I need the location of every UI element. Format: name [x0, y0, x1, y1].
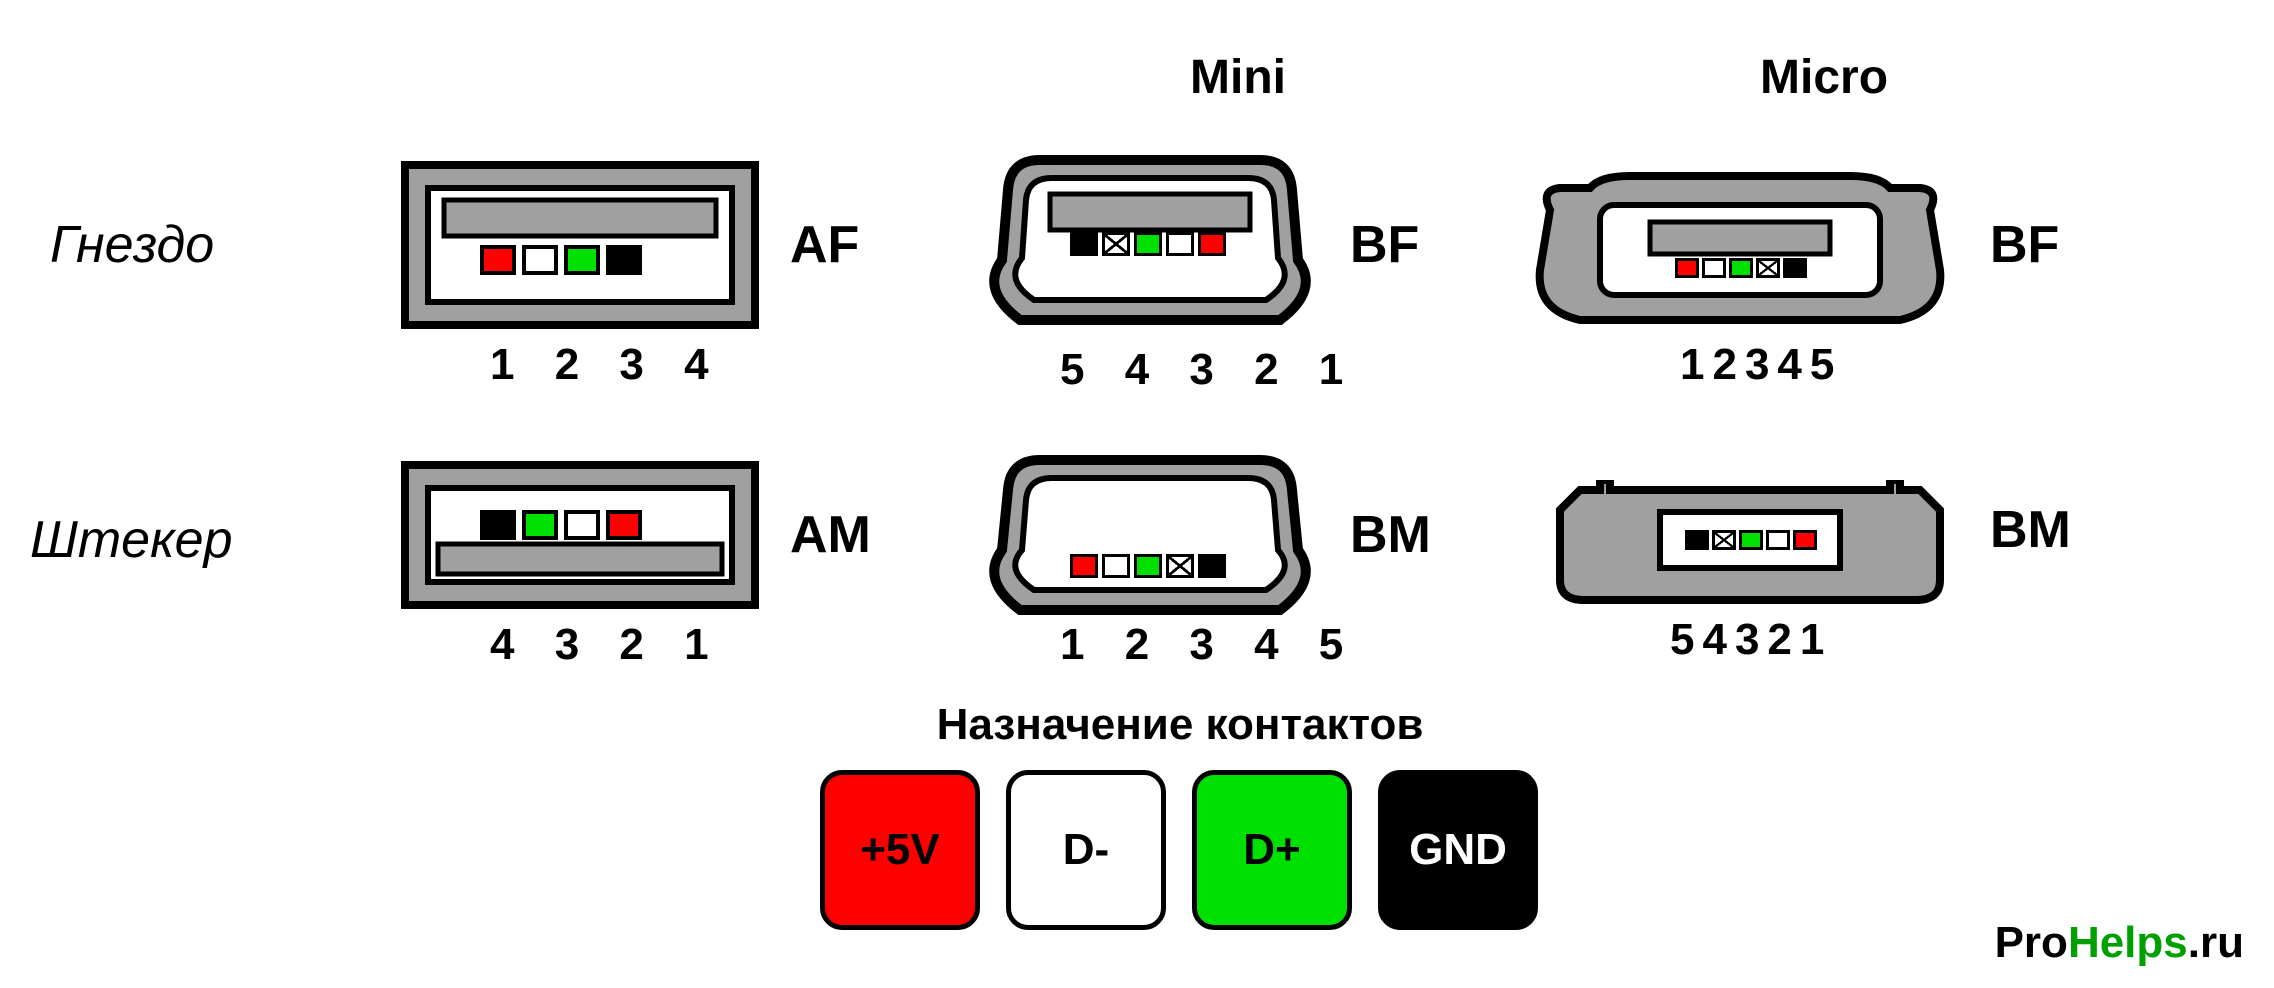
mini-bf-pin-strip: [1070, 232, 1226, 256]
mini-bm-pin-1: [1070, 554, 1098, 578]
af-pin-strip: [480, 245, 642, 275]
watermark-hi: Helps: [2068, 918, 2188, 967]
connector-micro-bm: [1550, 480, 1950, 615]
mini-bf-pin-3: [1134, 232, 1162, 256]
legend-dplus: D+: [1192, 770, 1352, 930]
type-label-micro-bf: BF: [1990, 215, 2059, 275]
am-pin-1: [606, 510, 642, 540]
micro-bf-shape: [1530, 170, 1950, 330]
micro-bm-pin-3: [1739, 530, 1763, 550]
am-pin-2: [564, 510, 600, 540]
connector-mini-bm: [980, 450, 1320, 635]
mini-bf-pin-5: [1070, 232, 1098, 256]
legend-5v: +5V: [820, 770, 980, 930]
mini-bm-pin-3: [1134, 554, 1162, 578]
mini-bm-pin-2: [1102, 554, 1130, 578]
type-label-mini-bf: BF: [1350, 215, 1419, 275]
row-label-socket: Гнездо: [50, 215, 214, 275]
pin-numbers-mini-bm: 1 2 3 4 5: [1060, 620, 1357, 670]
mini-bm-pin-5: [1198, 554, 1226, 578]
micro-bm-pin-2: [1766, 530, 1790, 550]
micro-bm-pin-5: [1685, 530, 1709, 550]
mini-bf-pin-2: [1166, 232, 1194, 256]
row-label-plug: Штекер: [30, 510, 233, 570]
micro-bf-pin-4: [1756, 258, 1780, 278]
micro-bm-pin-4: [1712, 530, 1736, 550]
pin-numbers-micro-bm: 54321: [1670, 615, 1832, 665]
pin-numbers-af: 1 2 3 4: [490, 340, 723, 390]
col-header-micro: Micro: [1760, 50, 1888, 105]
connector-mini-bf: [980, 150, 1320, 345]
af-pin-1: [480, 245, 516, 275]
micro-bm-pin-strip: [1685, 530, 1817, 550]
micro-bf-pin-2: [1702, 258, 1726, 278]
micro-bm-pin-1: [1793, 530, 1817, 550]
micro-bf-pin-strip: [1675, 258, 1807, 278]
af-pin-2: [522, 245, 558, 275]
type-label-micro-bm: BM: [1990, 500, 2071, 560]
legend-dminus: D-: [1006, 770, 1166, 930]
micro-bf-pin-3: [1729, 258, 1753, 278]
micro-bf-pin-5: [1783, 258, 1807, 278]
connector-af: [400, 160, 760, 335]
pin-numbers-mini-bf: 5 4 3 2 1: [1060, 345, 1357, 395]
watermark-post: .ru: [2188, 918, 2244, 967]
mini-bm-pin-strip: [1070, 554, 1226, 578]
am-pin-4: [480, 510, 516, 540]
legend-row: +5V D- D+ GND: [820, 770, 1538, 930]
af-pin-3: [564, 245, 600, 275]
type-label-am: AM: [790, 505, 871, 565]
mini-bf-pin-4: [1102, 232, 1130, 256]
am-pin-3: [522, 510, 558, 540]
pin-numbers-am: 4 3 2 1: [490, 620, 723, 670]
mini-bm-shape: [980, 450, 1320, 630]
af-pin-4: [606, 245, 642, 275]
am-pin-strip: [480, 510, 642, 540]
col-header-mini: Mini: [1190, 50, 1286, 105]
type-label-af: AF: [790, 215, 859, 275]
type-label-mini-bm: BM: [1350, 505, 1431, 565]
legend-gnd: GND: [1378, 770, 1538, 930]
connector-micro-bf: [1530, 170, 1950, 335]
watermark-pre: Pro: [1995, 918, 2068, 967]
connector-am: [400, 460, 760, 615]
pin-numbers-micro-bf: 12345: [1680, 340, 1842, 390]
legend-title: Назначение контактов: [830, 700, 1530, 750]
micro-bf-pin-1: [1675, 258, 1699, 278]
mini-bf-pin-1: [1198, 232, 1226, 256]
mini-bm-pin-4: [1166, 554, 1194, 578]
watermark: ProHelps.ru: [1995, 918, 2244, 968]
